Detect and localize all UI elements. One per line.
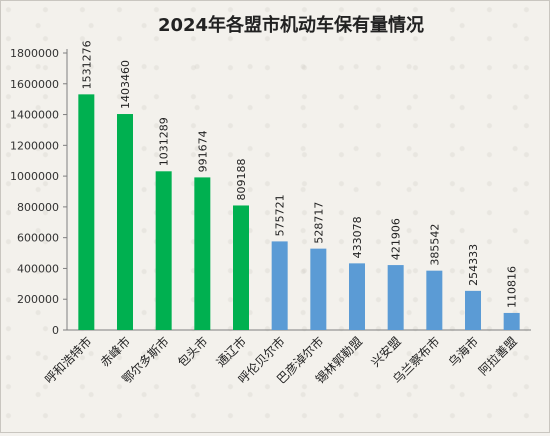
data-label: 809188 bbox=[235, 158, 248, 200]
y-tick-label: 400000 bbox=[17, 262, 59, 275]
data-label: 385542 bbox=[428, 224, 441, 266]
bar bbox=[465, 290, 481, 330]
x-tick-label: 赤峰市 bbox=[97, 334, 133, 370]
bars bbox=[78, 94, 520, 330]
bar bbox=[117, 114, 133, 330]
x-tick-label: 兴安盟 bbox=[368, 334, 404, 370]
y-axis: 0 200000 400000 600000 800000 1000000 1200000 1… bbox=[10, 47, 68, 337]
y-tick-label: 200000 bbox=[17, 293, 59, 306]
data-label: 1531276 bbox=[80, 40, 93, 89]
y-tick-label: 0 bbox=[52, 324, 59, 337]
bar bbox=[155, 171, 172, 330]
chart-title: 2024年各盟市机动车保有量情况 bbox=[158, 14, 424, 36]
bar bbox=[271, 241, 288, 330]
bar bbox=[78, 94, 95, 330]
bar bbox=[349, 263, 365, 330]
x-tick-label: 乌海市 bbox=[445, 334, 481, 370]
data-label: 254333 bbox=[467, 244, 480, 286]
data-label: 421906 bbox=[390, 218, 403, 260]
bar bbox=[387, 265, 404, 330]
y-tick-label: 1000000 bbox=[10, 170, 59, 183]
bar bbox=[194, 177, 211, 330]
y-tick-label: 1600000 bbox=[10, 78, 59, 91]
bar bbox=[310, 248, 327, 330]
data-label: 433078 bbox=[351, 216, 364, 258]
data-label: 528717 bbox=[312, 202, 325, 244]
y-tick-label: 1800000 bbox=[10, 47, 59, 60]
data-label: 1403460 bbox=[119, 60, 132, 109]
x-tick-label: 呼和浩特市 bbox=[41, 334, 94, 387]
bar bbox=[426, 270, 443, 330]
data-label: 110816 bbox=[506, 266, 519, 308]
data-label: 575721 bbox=[274, 194, 287, 236]
x-tick-label: 阿拉善盟 bbox=[475, 334, 520, 379]
bar bbox=[503, 312, 520, 330]
data-label: 991674 bbox=[196, 130, 209, 172]
y-tick-label: 1200000 bbox=[10, 139, 59, 152]
y-tick-label: 600000 bbox=[17, 232, 59, 245]
value-labels: 1531276 1403460 1031289 991674 809188 575721 5… bbox=[80, 40, 518, 308]
x-tick-label: 包头市 bbox=[174, 334, 210, 370]
x-tick-label: 通辽市 bbox=[213, 334, 249, 370]
y-tick-label: 1400000 bbox=[10, 109, 59, 122]
data-label: 1031289 bbox=[158, 117, 171, 166]
bar bbox=[233, 205, 249, 330]
y-tick-label: 800000 bbox=[17, 201, 59, 214]
